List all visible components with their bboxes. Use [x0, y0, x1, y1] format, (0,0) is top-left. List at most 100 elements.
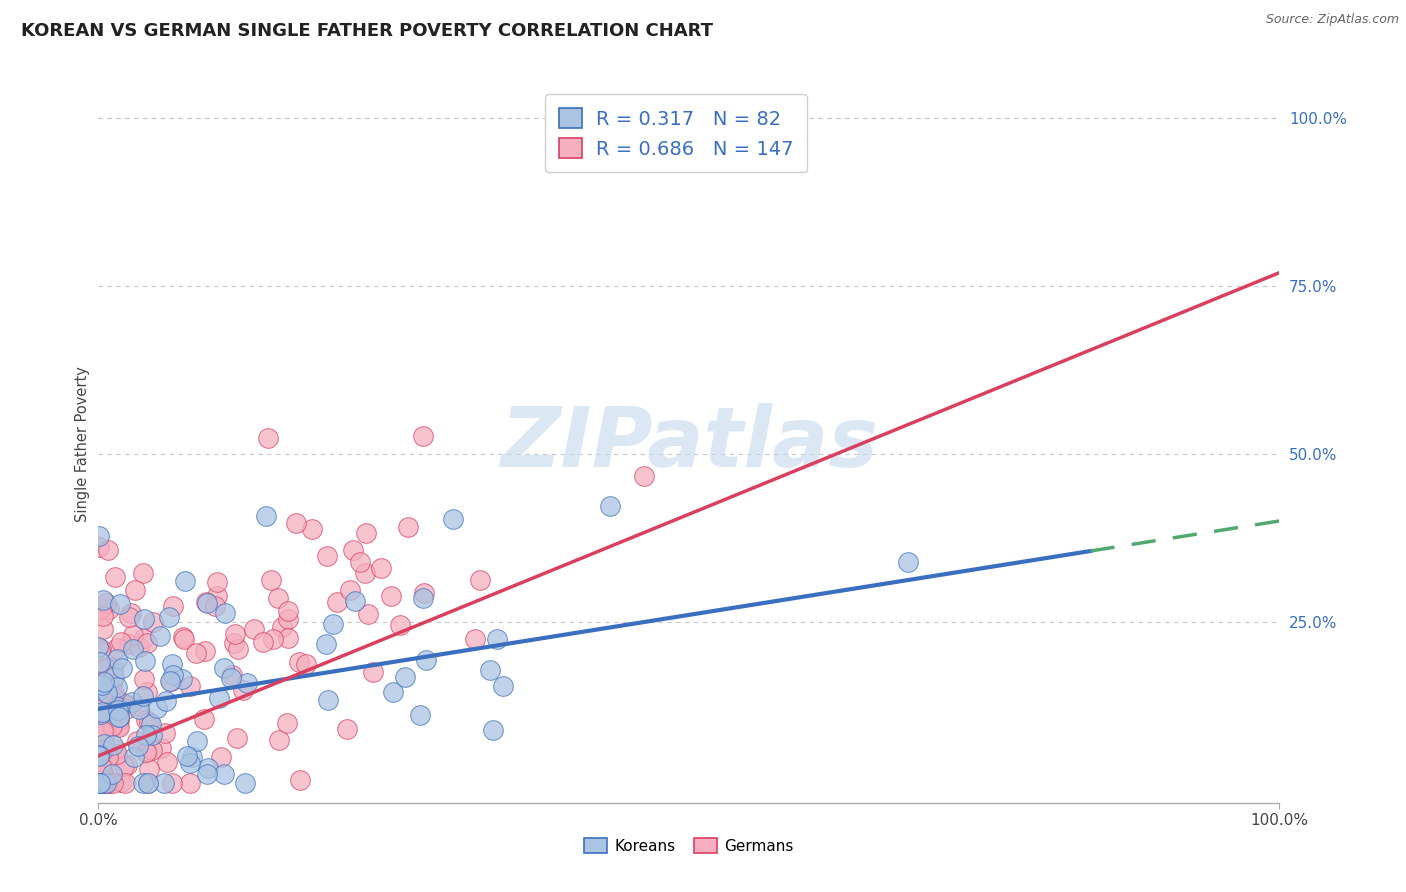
Point	[325, 594, 347, 608]
Point	[97, 750, 120, 764]
Point	[101, 678, 124, 692]
Point	[141, 728, 163, 742]
Point	[394, 670, 416, 684]
Point	[107, 713, 129, 727]
Point	[135, 728, 157, 742]
Point	[89, 683, 111, 698]
Point	[243, 623, 266, 637]
Point	[87, 640, 110, 654]
Point	[120, 606, 142, 620]
Point	[139, 716, 162, 731]
Point	[157, 610, 180, 624]
Point	[221, 668, 243, 682]
Point	[269, 733, 291, 747]
Point	[204, 599, 226, 613]
Point	[91, 749, 114, 764]
Text: ZIPatlas: ZIPatlas	[501, 403, 877, 484]
Point	[90, 600, 112, 615]
Point	[316, 549, 339, 564]
Point	[91, 765, 114, 780]
Point	[208, 691, 231, 706]
Point	[128, 702, 150, 716]
Point	[172, 630, 194, 644]
Point	[342, 543, 364, 558]
Point	[87, 749, 110, 764]
Point	[118, 610, 141, 624]
Point	[214, 606, 236, 620]
Point	[96, 720, 118, 734]
Point	[409, 707, 432, 722]
Point	[96, 775, 118, 789]
Point	[132, 566, 155, 580]
Point	[441, 511, 464, 525]
Point	[128, 698, 150, 713]
Point	[98, 775, 121, 789]
Point	[633, 469, 655, 483]
Point	[479, 663, 502, 677]
Point	[101, 688, 124, 702]
Point	[205, 574, 228, 589]
Point	[89, 644, 111, 658]
Point	[105, 747, 128, 762]
Point	[90, 642, 112, 657]
Point	[179, 680, 201, 694]
Point	[136, 745, 159, 759]
Point	[87, 775, 110, 789]
Point	[301, 522, 323, 536]
Point	[124, 582, 146, 597]
Point	[103, 670, 125, 684]
Point	[353, 566, 375, 581]
Point	[284, 516, 307, 531]
Point	[349, 555, 371, 569]
Point	[153, 775, 176, 789]
Point	[98, 601, 121, 615]
Point	[107, 719, 129, 733]
Point	[295, 657, 318, 672]
Point	[260, 573, 283, 587]
Point	[127, 739, 149, 753]
Point	[128, 640, 150, 655]
Point	[90, 775, 112, 789]
Point	[357, 607, 380, 621]
Point	[277, 632, 299, 646]
Point	[91, 609, 114, 624]
Point	[114, 697, 136, 711]
Point	[412, 591, 434, 605]
Point	[89, 669, 111, 683]
Legend: Koreans, Germans: Koreans, Germans	[578, 831, 800, 860]
Point	[114, 775, 136, 789]
Point	[231, 682, 253, 697]
Point	[186, 646, 208, 660]
Point	[107, 699, 129, 714]
Point	[149, 740, 172, 755]
Point	[470, 573, 492, 587]
Point	[492, 679, 515, 693]
Point	[160, 674, 183, 689]
Point	[104, 705, 127, 719]
Point	[412, 429, 434, 443]
Point	[485, 632, 508, 646]
Point	[132, 631, 155, 645]
Point	[181, 749, 204, 764]
Point	[124, 749, 146, 764]
Point	[205, 589, 228, 603]
Point	[132, 689, 155, 703]
Point	[288, 655, 311, 669]
Point	[107, 710, 129, 724]
Point	[87, 529, 110, 543]
Point	[90, 687, 112, 701]
Point	[197, 761, 219, 775]
Point	[254, 509, 277, 524]
Point	[136, 684, 159, 698]
Point	[110, 635, 132, 649]
Point	[108, 597, 131, 611]
Point	[156, 755, 179, 769]
Point	[599, 499, 621, 513]
Point	[91, 775, 114, 789]
Point	[233, 775, 256, 789]
Point	[89, 655, 111, 669]
Point	[464, 632, 486, 646]
Point	[132, 672, 155, 686]
Point	[276, 716, 298, 731]
Point	[93, 737, 115, 751]
